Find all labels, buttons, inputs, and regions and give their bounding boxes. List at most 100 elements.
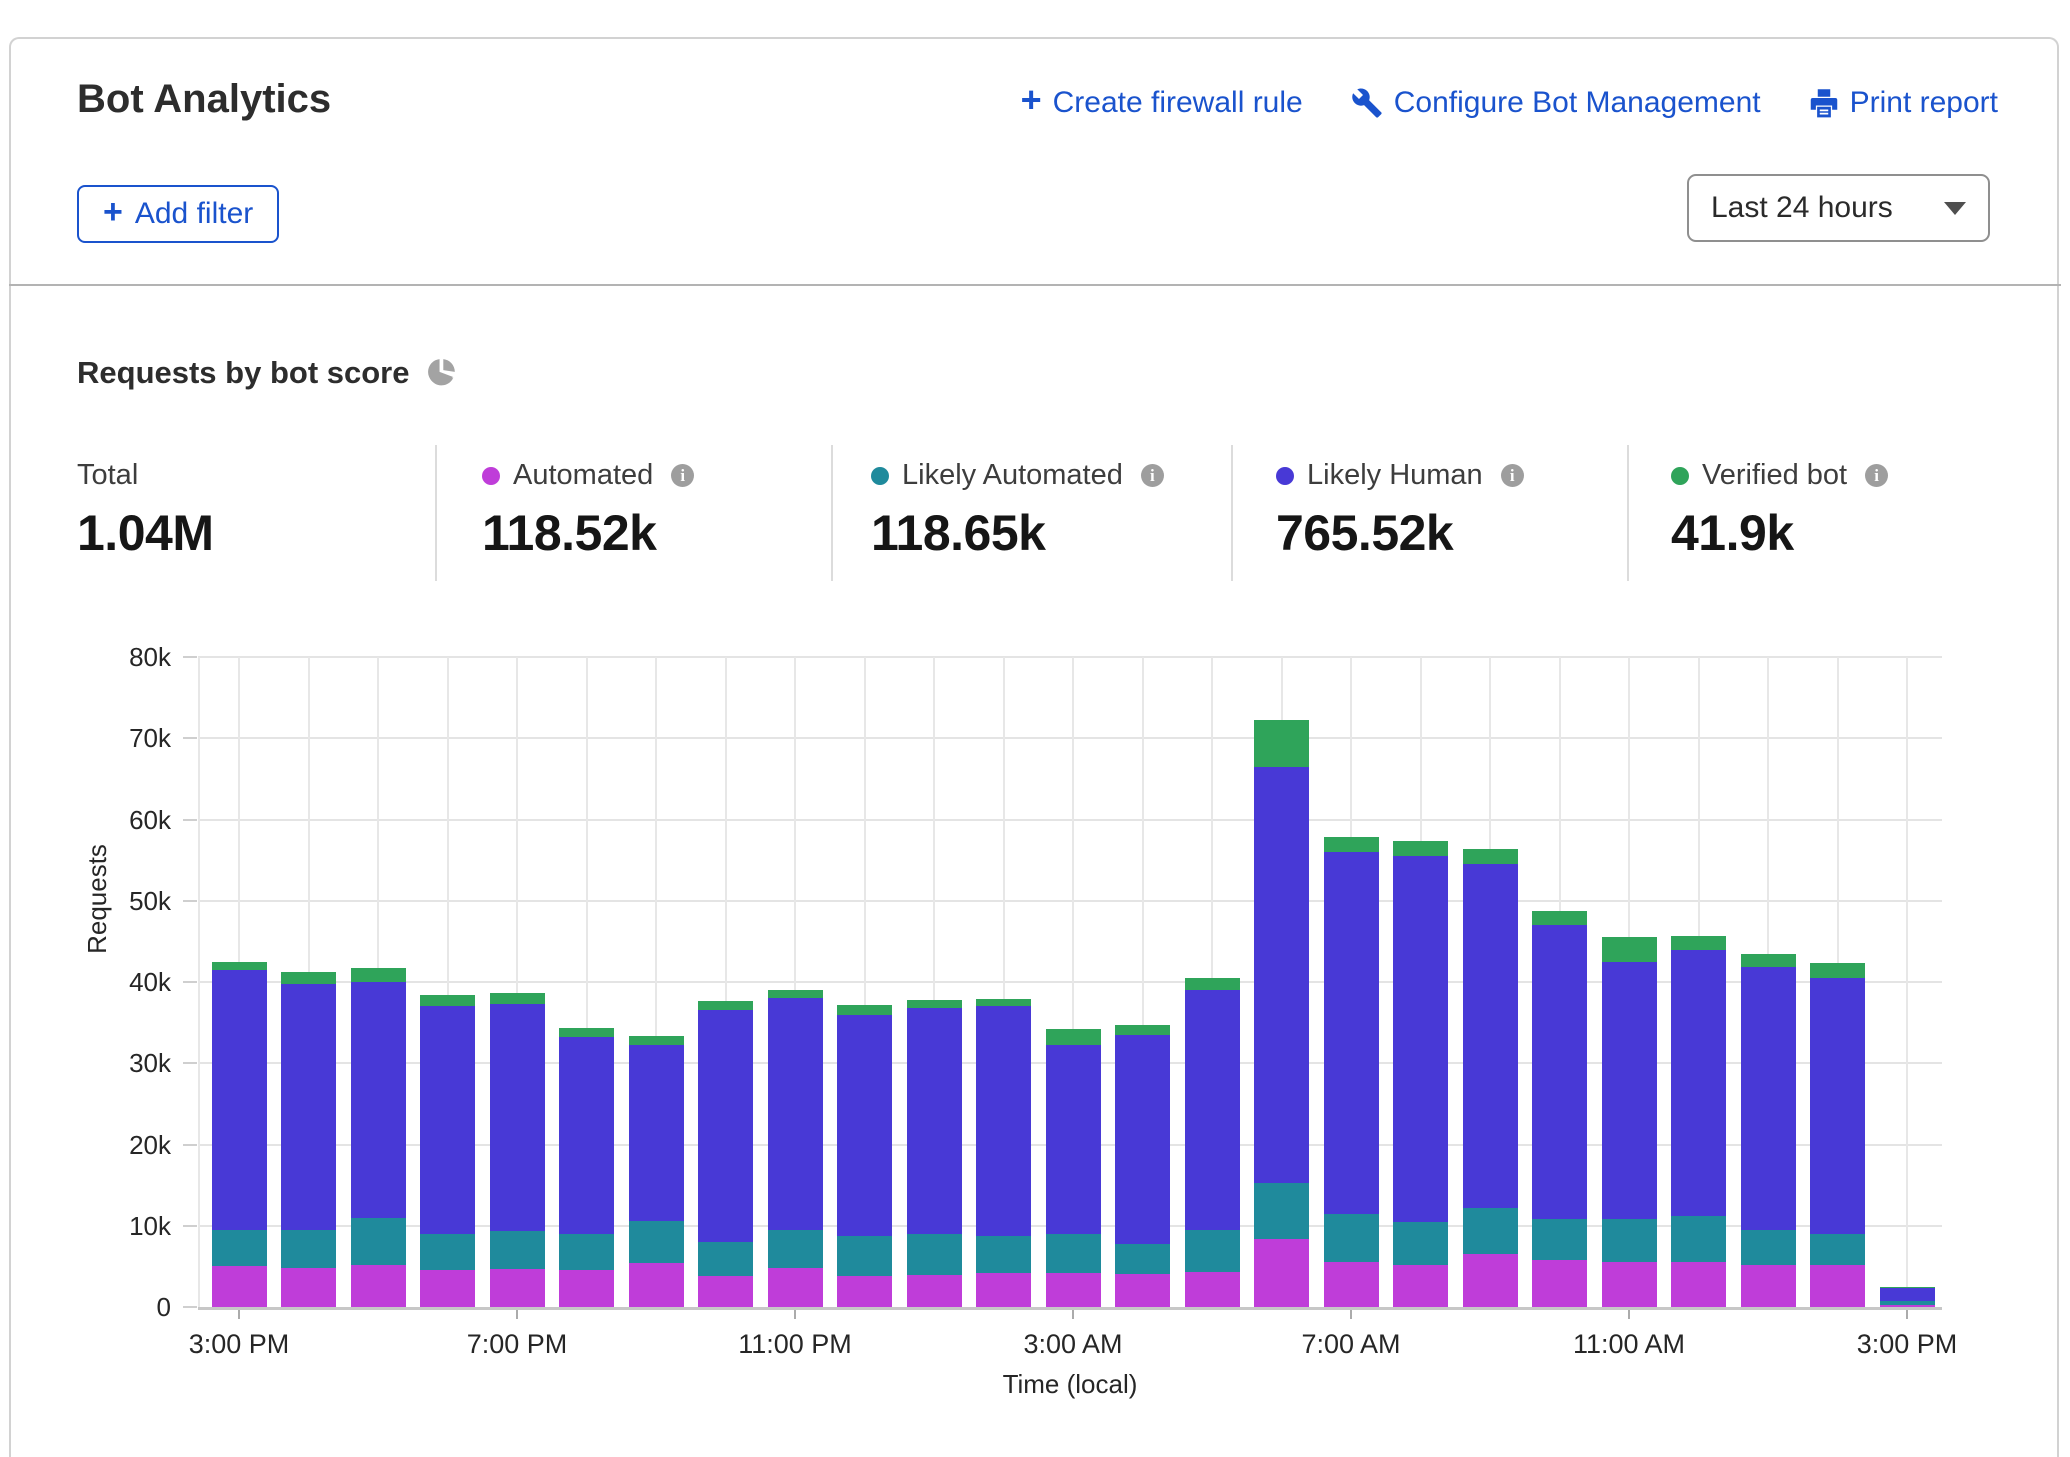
bar-segment-automated[interactable] <box>837 1276 892 1307</box>
bar-segment-verified-bot[interactable] <box>1324 837 1379 852</box>
configure-bot-management-link[interactable]: Configure Bot Management <box>1351 86 1761 120</box>
bar-segment-automated[interactable] <box>976 1273 1031 1307</box>
bar-segment-likely-human[interactable] <box>1532 925 1587 1219</box>
time-range-dropdown[interactable]: Last 24 hours <box>1687 174 1990 242</box>
bar-segment-likely-automated[interactable] <box>1046 1234 1101 1273</box>
bar-segment-verified-bot[interactable] <box>1185 978 1240 990</box>
bar-segment-likely-human[interactable] <box>1671 950 1726 1217</box>
bar-segment-automated[interactable] <box>281 1268 336 1307</box>
bar-segment-likely-automated[interactable] <box>212 1230 267 1267</box>
bar-segment-likely-human[interactable] <box>1810 978 1865 1234</box>
bar-segment-likely-human[interactable] <box>1463 864 1518 1208</box>
bar-segment-verified-bot[interactable] <box>212 962 267 970</box>
bar-segment-verified-bot[interactable] <box>1254 720 1309 767</box>
bar-segment-likely-automated[interactable] <box>1254 1183 1309 1239</box>
bar-segment-automated[interactable] <box>1741 1265 1796 1307</box>
bar-segment-likely-human[interactable] <box>281 984 336 1230</box>
bar-segment-automated[interactable] <box>1671 1262 1726 1307</box>
bar-segment-verified-bot[interactable] <box>1810 963 1865 978</box>
bar-segment-verified-bot[interactable] <box>1532 911 1587 926</box>
bar-segment-automated[interactable] <box>212 1266 267 1307</box>
bar-segment-likely-automated[interactable] <box>1393 1222 1448 1265</box>
bar-segment-automated[interactable] <box>351 1265 406 1307</box>
bar-segment-automated[interactable] <box>1046 1273 1101 1307</box>
bar-segment-likely-human[interactable] <box>1185 990 1240 1230</box>
bar-segment-verified-bot[interactable] <box>490 993 545 1004</box>
bar-segment-likely-human[interactable] <box>768 998 823 1230</box>
bar-segment-likely-automated[interactable] <box>976 1236 1031 1273</box>
bar-segment-verified-bot[interactable] <box>768 990 823 998</box>
bar-segment-likely-automated[interactable] <box>1185 1230 1240 1272</box>
create-firewall-rule-link[interactable]: Create firewall rule <box>1021 85 1303 120</box>
info-icon[interactable] <box>671 464 694 487</box>
bar-segment-likely-human[interactable] <box>420 1006 475 1234</box>
bar-segment-likely-human[interactable] <box>1254 767 1309 1183</box>
bar-segment-likely-automated[interactable] <box>698 1242 753 1276</box>
bar-segment-likely-human[interactable] <box>1741 967 1796 1229</box>
bar-segment-likely-human[interactable] <box>490 1004 545 1232</box>
bar-segment-automated[interactable] <box>559 1270 614 1307</box>
bar-segment-likely-automated[interactable] <box>1532 1219 1587 1260</box>
bar-segment-verified-bot[interactable] <box>281 972 336 983</box>
bar-segment-verified-bot[interactable] <box>351 968 406 982</box>
bar-segment-verified-bot[interactable] <box>1741 954 1796 967</box>
bar-segment-likely-automated[interactable] <box>1463 1208 1518 1254</box>
bar-segment-likely-automated[interactable] <box>1741 1230 1796 1265</box>
bar-segment-verified-bot[interactable] <box>629 1036 684 1045</box>
bar-segment-verified-bot[interactable] <box>698 1001 753 1011</box>
bar-segment-verified-bot[interactable] <box>1671 936 1726 950</box>
bar-segment-likely-automated[interactable] <box>768 1230 823 1268</box>
print-report-link[interactable]: Print report <box>1809 86 1998 120</box>
bar-segment-automated[interactable] <box>1602 1262 1657 1307</box>
bar-segment-verified-bot[interactable] <box>976 999 1031 1006</box>
bar-segment-likely-automated[interactable] <box>629 1221 684 1263</box>
bar-segment-automated[interactable] <box>629 1263 684 1307</box>
bar-segment-verified-bot[interactable] <box>907 1000 962 1008</box>
bar-segment-likely-automated[interactable] <box>1602 1219 1657 1262</box>
bar-segment-verified-bot[interactable] <box>1393 841 1448 856</box>
bar-segment-automated[interactable] <box>1254 1239 1309 1307</box>
bar-segment-likely-human[interactable] <box>976 1006 1031 1236</box>
bar-segment-automated[interactable] <box>490 1269 545 1307</box>
bar-segment-automated[interactable] <box>907 1275 962 1308</box>
bar-segment-likely-automated[interactable] <box>837 1236 892 1277</box>
bar-segment-automated[interactable] <box>698 1276 753 1307</box>
bar-segment-verified-bot[interactable] <box>1046 1029 1101 1044</box>
bar-segment-likely-automated[interactable] <box>1115 1244 1170 1274</box>
bar-segment-likely-human[interactable] <box>1880 1288 1935 1302</box>
bar-segment-likely-human[interactable] <box>1602 962 1657 1220</box>
bar-segment-likely-human[interactable] <box>212 970 267 1230</box>
bar-segment-verified-bot[interactable] <box>837 1005 892 1015</box>
bar-segment-automated[interactable] <box>1463 1254 1518 1307</box>
bar-segment-automated[interactable] <box>1185 1272 1240 1307</box>
bar-segment-verified-bot[interactable] <box>1602 937 1657 962</box>
bar-segment-verified-bot[interactable] <box>1880 1287 1935 1288</box>
info-icon[interactable] <box>1141 464 1164 487</box>
bar-segment-automated[interactable] <box>1880 1305 1935 1307</box>
bar-segment-likely-automated[interactable] <box>490 1231 545 1268</box>
bar-segment-automated[interactable] <box>1324 1262 1379 1307</box>
bar-segment-likely-human[interactable] <box>351 982 406 1218</box>
bar-segment-automated[interactable] <box>1393 1265 1448 1307</box>
bar-segment-automated[interactable] <box>1532 1260 1587 1307</box>
bar-segment-likely-human[interactable] <box>1046 1045 1101 1234</box>
bar-segment-likely-automated[interactable] <box>559 1234 614 1271</box>
bar-segment-likely-automated[interactable] <box>1880 1301 1935 1304</box>
bar-segment-automated[interactable] <box>1115 1274 1170 1307</box>
bar-segment-likely-human[interactable] <box>559 1037 614 1234</box>
bar-segment-likely-automated[interactable] <box>1324 1214 1379 1263</box>
bar-segment-automated[interactable] <box>1810 1265 1865 1307</box>
bar-segment-likely-automated[interactable] <box>281 1230 336 1268</box>
bar-segment-likely-human[interactable] <box>1393 856 1448 1222</box>
bar-segment-verified-bot[interactable] <box>1115 1025 1170 1035</box>
bar-segment-likely-automated[interactable] <box>907 1234 962 1275</box>
bar-segment-likely-human[interactable] <box>907 1008 962 1234</box>
info-icon[interactable] <box>1501 464 1524 487</box>
bar-segment-likely-human[interactable] <box>698 1010 753 1242</box>
bar-segment-likely-human[interactable] <box>1115 1035 1170 1244</box>
bar-segment-verified-bot[interactable] <box>559 1028 614 1037</box>
bar-segment-likely-human[interactable] <box>629 1045 684 1221</box>
bar-segment-likely-automated[interactable] <box>1671 1216 1726 1262</box>
bar-segment-likely-human[interactable] <box>837 1015 892 1236</box>
bar-segment-automated[interactable] <box>420 1270 475 1307</box>
